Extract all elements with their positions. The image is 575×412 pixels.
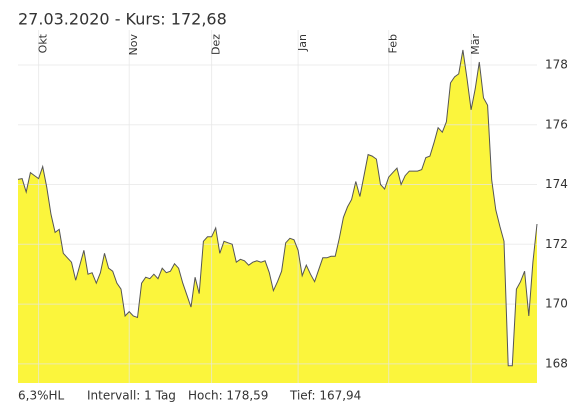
y-tick-label: 168 [545,356,568,370]
footer-stat: Hoch: 178,59 [188,389,268,403]
y-tick-label: 170 [545,297,568,311]
chart-title: 27.03.2020 - Kurs: 172,68 [18,10,227,29]
x-tick-label: Jan [296,34,309,52]
area [18,50,537,383]
y-tick-label: 176 [545,117,568,131]
price-line [17,49,538,367]
y-tick-label: 172 [545,237,568,251]
x-tick-label: Mär [469,34,482,55]
footer-stat: 6,3%HL [18,389,65,403]
y-tick-label: 174 [545,177,568,191]
x-tick-label: Dez [210,34,223,55]
x-tick-label: Nov [127,34,140,56]
x-tick-label: Feb [387,34,400,53]
footer-stat: Tief: 167,94 [289,389,361,403]
x-tick-label: Okt [37,33,50,53]
y-tick-label: 178 [545,57,568,71]
footer-stat: Intervall: 1 Tag [87,389,176,403]
